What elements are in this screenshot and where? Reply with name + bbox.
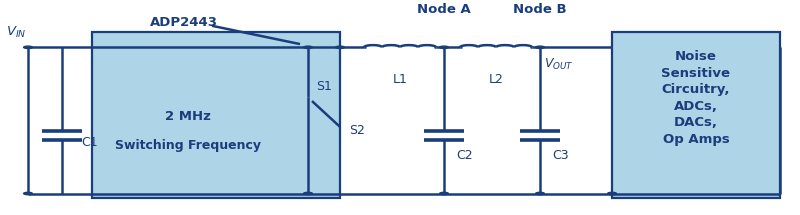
Circle shape <box>24 192 33 195</box>
Circle shape <box>536 192 544 195</box>
Circle shape <box>608 192 616 195</box>
Text: S1: S1 <box>316 80 332 92</box>
Text: S2: S2 <box>350 124 366 137</box>
Text: 2 MHz: 2 MHz <box>165 110 211 123</box>
Circle shape <box>440 192 449 195</box>
FancyBboxPatch shape <box>612 32 780 198</box>
Text: C1: C1 <box>82 137 98 149</box>
Text: C2: C2 <box>456 149 473 162</box>
Text: Node B: Node B <box>513 3 567 16</box>
Text: C3: C3 <box>552 149 569 162</box>
Circle shape <box>440 46 449 48</box>
Text: $V_{IN}$: $V_{IN}$ <box>6 25 27 40</box>
Text: $V_{OUT}$: $V_{OUT}$ <box>544 57 574 72</box>
Circle shape <box>304 192 312 195</box>
Text: L1: L1 <box>393 73 407 86</box>
Circle shape <box>24 46 33 48</box>
FancyBboxPatch shape <box>92 32 340 198</box>
Text: Noise
Sensitive
Circuitry,
ADCs,
DACs,
Op Amps: Noise Sensitive Circuitry, ADCs, DACs, O… <box>662 50 730 146</box>
Text: Node A: Node A <box>417 3 471 16</box>
Text: ADP2443: ADP2443 <box>150 16 218 29</box>
Text: Switching Frequency: Switching Frequency <box>115 139 261 152</box>
Circle shape <box>536 46 544 48</box>
Text: L2: L2 <box>489 73 503 86</box>
Circle shape <box>304 46 312 48</box>
Circle shape <box>336 46 344 48</box>
